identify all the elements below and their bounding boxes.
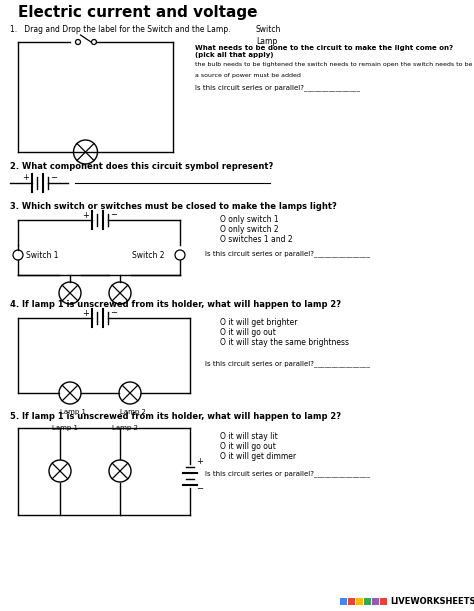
Text: O only switch 2: O only switch 2 xyxy=(220,225,279,234)
Text: +: + xyxy=(197,458,203,467)
Text: O it will go out: O it will go out xyxy=(220,442,276,451)
Bar xyxy=(340,598,347,605)
Text: 4. If lamp 1 is unscrewed from its holder, what will happen to lamp 2?: 4. If lamp 1 is unscrewed from its holde… xyxy=(10,300,341,309)
Text: Lamp 1: Lamp 1 xyxy=(60,409,86,415)
Text: Switch 2: Switch 2 xyxy=(132,251,164,260)
Text: Is this circuit series or parallel?________________: Is this circuit series or parallel?_____… xyxy=(195,84,360,91)
Bar xyxy=(372,598,379,605)
Text: −: − xyxy=(51,174,57,183)
Text: O it will go out: O it will go out xyxy=(220,328,276,337)
Text: O it will stay lit: O it will stay lit xyxy=(220,432,278,441)
Text: Lamp 1: Lamp 1 xyxy=(52,425,78,431)
Text: 5. If lamp 1 is unscrewed from its holder, what will happen to lamp 2?: 5. If lamp 1 is unscrewed from its holde… xyxy=(10,412,341,421)
Text: O it will stay the same brightness: O it will stay the same brightness xyxy=(220,338,349,347)
Text: O switches 1 and 2: O switches 1 and 2 xyxy=(220,235,292,244)
Text: LIVEWORKSHEETS: LIVEWORKSHEETS xyxy=(390,597,474,606)
Text: −: − xyxy=(110,309,118,318)
Text: Is this circuit series or parallel?________________: Is this circuit series or parallel?_____… xyxy=(205,470,370,477)
Text: the bulb needs to be tightened the switch needs to remain open the switch needs : the bulb needs to be tightened the switc… xyxy=(195,62,474,67)
Text: 3. Which switch or switches must be closed to make the lamps light?: 3. Which switch or switches must be clos… xyxy=(10,202,337,211)
Bar xyxy=(348,598,355,605)
Text: +: + xyxy=(23,174,29,183)
Bar xyxy=(380,598,387,605)
Text: −: − xyxy=(110,211,118,219)
Bar xyxy=(356,598,363,605)
Text: What needs to be done to the circuit to make the light come on?  (pick all that : What needs to be done to the circuit to … xyxy=(195,45,456,58)
Text: O only switch 1: O only switch 1 xyxy=(220,215,279,224)
Text: −: − xyxy=(197,485,203,494)
Text: Is this circuit series or parallel?________________: Is this circuit series or parallel?_____… xyxy=(205,360,370,367)
Text: Switch 1: Switch 1 xyxy=(26,251,58,260)
Text: Electric current and voltage: Electric current and voltage xyxy=(18,5,257,20)
Text: Lamp 2: Lamp 2 xyxy=(112,425,138,431)
Text: Lamp 2: Lamp 2 xyxy=(120,409,146,415)
Text: 2. What component does this circuit symbol represent?: 2. What component does this circuit symb… xyxy=(10,162,273,171)
Bar xyxy=(364,598,371,605)
Text: Is this circuit series or parallel?________________: Is this circuit series or parallel?_____… xyxy=(205,250,370,257)
Text: +: + xyxy=(82,309,90,318)
Text: O it will get dimmer: O it will get dimmer xyxy=(220,452,296,461)
Text: a source of power must be added: a source of power must be added xyxy=(195,73,301,78)
Text: O it will get brighter: O it will get brighter xyxy=(220,318,298,327)
Text: 1.   Drag and Drop the label for the Switch and the Lamp.: 1. Drag and Drop the label for the Switc… xyxy=(10,25,230,34)
Text: +: + xyxy=(82,211,90,219)
Text: Switch
Lamp: Switch Lamp xyxy=(256,25,282,46)
